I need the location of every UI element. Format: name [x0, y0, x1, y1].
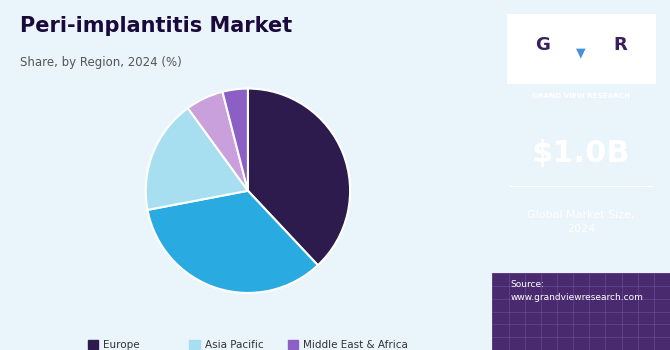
Wedge shape — [222, 89, 248, 191]
Wedge shape — [248, 89, 350, 265]
Wedge shape — [145, 108, 248, 210]
Text: R: R — [614, 36, 627, 55]
Text: Global Market Size,
2024: Global Market Size, 2024 — [527, 210, 635, 234]
Wedge shape — [188, 92, 248, 191]
Wedge shape — [147, 191, 318, 293]
Text: Share, by Region, 2024 (%): Share, by Region, 2024 (%) — [19, 56, 182, 69]
Text: Peri-implantitis Market: Peri-implantitis Market — [19, 16, 292, 36]
Text: ▼: ▼ — [576, 46, 586, 59]
Text: GRAND VIEW RESEARCH: GRAND VIEW RESEARCH — [532, 93, 630, 99]
Bar — [492, 273, 670, 350]
Text: Source:
www.grandviewresearch.com: Source: www.grandviewresearch.com — [511, 280, 643, 301]
Legend: Europe, North America, Asia Pacific, Latin America, Middle East & Africa: Europe, North America, Asia Pacific, Lat… — [84, 336, 412, 350]
FancyBboxPatch shape — [507, 14, 656, 84]
Text: $1.0B: $1.0B — [532, 140, 630, 168]
Text: G: G — [535, 36, 549, 55]
